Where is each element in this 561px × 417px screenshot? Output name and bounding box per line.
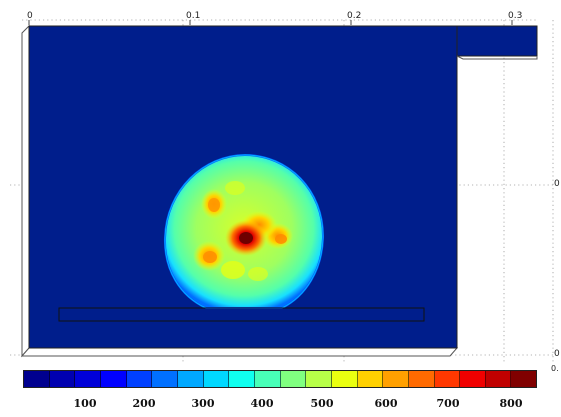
colorbar-swatch <box>75 371 101 387</box>
x-tick-label: 0.1 <box>186 11 201 21</box>
tick-marks <box>28 20 513 25</box>
colorbar-swatch <box>24 371 50 387</box>
colorbar-swatch <box>100 371 127 387</box>
corner-label: 0. <box>551 364 559 373</box>
outlet-edge <box>456 55 538 60</box>
colorbar <box>23 370 537 388</box>
outlet-region <box>456 25 538 57</box>
colorbar-swatch <box>331 371 358 387</box>
domain-left-face <box>21 24 30 358</box>
colorbar-swatch <box>254 371 281 387</box>
colorbar-tick-label: 600 <box>374 397 398 410</box>
colorbar-swatch <box>408 371 435 387</box>
colorbar-swatch <box>485 371 512 387</box>
colorbar-swatch <box>511 371 537 387</box>
colorbar-swatch <box>280 371 307 387</box>
right-tick-label: 0 <box>554 179 560 189</box>
plate-outline <box>58 307 425 322</box>
colorbar-tick-label: 200 <box>132 397 156 410</box>
x-tick-label: 0.3 <box>508 11 523 21</box>
colorbar-swatch <box>126 371 153 387</box>
colorbar-tick-label: 500 <box>310 397 334 410</box>
temperature-field <box>163 153 325 309</box>
colorbar-swatch <box>357 371 384 387</box>
colorbar-swatch <box>306 371 332 387</box>
colorbar-swatch <box>203 371 230 387</box>
x-tick-label: 0.2 <box>347 11 362 21</box>
colorbar-swatch <box>152 371 178 387</box>
colorbar-tick-label: 700 <box>436 397 460 410</box>
colorbar-swatch <box>49 371 76 387</box>
colorbar-swatch <box>229 371 255 387</box>
colorbar-swatch <box>460 371 486 387</box>
colorbar-swatch <box>434 371 461 387</box>
colorbar-swatch <box>177 371 204 387</box>
colorbar-tick-label: 800 <box>499 397 523 410</box>
domain-bottom-face <box>20 347 459 357</box>
colorbar-swatch <box>383 371 409 387</box>
colorbar-tick-label: 400 <box>250 397 274 410</box>
colorbar-tick-label: 100 <box>73 397 97 410</box>
x-tick-label: 0 <box>27 11 33 21</box>
right-tick-label: 0 <box>554 349 560 359</box>
colorbar-tick-label: 300 <box>191 397 215 410</box>
